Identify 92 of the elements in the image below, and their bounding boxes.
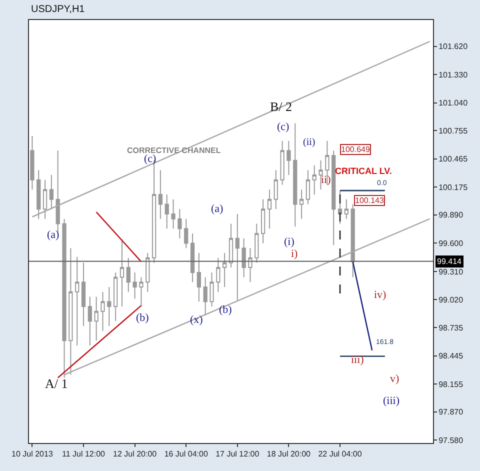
candlestick (248, 248, 252, 283)
candlestick (306, 170, 310, 205)
candlestick (332, 150, 336, 246)
y-tick-label: 98.155 (438, 380, 464, 389)
candlestick (228, 223, 234, 268)
candlestick (81, 262, 86, 327)
candlestick (126, 257, 130, 292)
candlestick (274, 170, 278, 210)
candlestick (114, 272, 118, 322)
candlestick (107, 286, 112, 327)
y-tick-label: 101.040 (438, 98, 468, 108)
candlestick (88, 296, 92, 346)
annotation: 100.649 (341, 145, 370, 154)
y-tick-label: 100.755 (438, 126, 468, 136)
annotation: (c) (277, 121, 290, 133)
y-tick-label: 101.620 (438, 42, 468, 52)
y-tick-label: 98.445 (438, 352, 464, 361)
candlestick (203, 276, 208, 316)
candlestick (222, 252, 227, 288)
candlestick (164, 194, 169, 230)
y-tick-label: 99.020 (438, 296, 464, 305)
annotation: (b) (219, 304, 232, 316)
candlestick (178, 208, 182, 239)
y-tick-label: 98.735 (438, 323, 464, 332)
candlestick (94, 296, 98, 342)
candlestick (350, 204, 355, 278)
candlestick (184, 218, 188, 249)
y-tick-label: 100.465 (438, 154, 468, 164)
candlestick (267, 189, 272, 230)
y-tick-label: 99.600 (438, 239, 464, 248)
candlestick (260, 198, 266, 244)
candlestick (146, 252, 150, 292)
candlestick (42, 179, 48, 220)
candlestick (49, 174, 54, 210)
y-tick-label: 99.310 (438, 267, 464, 276)
x-tick-label: 18 Jul 20:00 (266, 450, 312, 459)
chart-title: USDJPY,H1 (31, 4, 86, 15)
candlestick (344, 198, 348, 220)
y-tick-label: 100.175 (438, 182, 468, 192)
annotation: (ii) (303, 137, 316, 148)
candlestick (68, 248, 73, 376)
annotation: (c) (144, 153, 157, 165)
candlestick (158, 170, 163, 220)
ref-line-label: 99.414 (437, 257, 462, 266)
candlestick (196, 252, 202, 302)
candlestick (254, 223, 259, 264)
annotation: v) (390, 373, 400, 385)
annotation: (a) (211, 203, 224, 215)
x-tick-label: 16 Jul 04:00 (164, 450, 208, 459)
y-tick-label: 101.330 (438, 70, 468, 80)
candlestick (139, 276, 144, 308)
candlestick (210, 272, 214, 308)
x-tick-label: 11 Jul 12:00 (62, 450, 106, 459)
x-tick-label: 22 Jul 04:00 (318, 450, 362, 459)
annotation: (iii) (383, 395, 400, 407)
annotation: iv) (374, 289, 387, 301)
annotation: B/ 2 (270, 99, 292, 114)
candlestick (286, 140, 291, 176)
annotation: (x) (190, 314, 204, 326)
annotation: CRITICAL LV. (335, 166, 392, 176)
candlestick (293, 122, 298, 228)
candlestick (190, 232, 195, 283)
candlestick (216, 257, 220, 292)
x-tick-label: 17 Jul 12:00 (216, 450, 260, 459)
candlestick (280, 140, 284, 186)
candlestick (242, 238, 246, 278)
annotation: (i) (284, 236, 295, 248)
candlestick (299, 189, 304, 220)
candlestick (62, 218, 66, 378)
y-tick-label: 99.890 (438, 210, 464, 220)
x-tick-label: 12 Jul 20:00 (113, 450, 158, 459)
y-tick-label: 97.870 (438, 408, 464, 417)
annotation: 100.143 (355, 196, 384, 205)
candlestick (171, 198, 176, 230)
candlestick (100, 291, 105, 332)
annotation: CORRECTIVE CHANNEL (127, 146, 221, 155)
candlestick (36, 170, 41, 220)
candlestick (30, 135, 34, 190)
annotation: ii) (321, 174, 332, 186)
x-tick-label: 10 Jul 2013 (12, 450, 54, 459)
candlestick (312, 164, 316, 195)
annotation: i) (291, 248, 298, 260)
candlestick (120, 238, 124, 308)
annotation: iii) (351, 354, 364, 366)
candlestick (318, 160, 323, 190)
y-tick-label: 97.580 (438, 436, 464, 445)
candlestick (132, 272, 137, 300)
candlestick (235, 213, 240, 302)
annotation: A/ 1 (45, 376, 68, 391)
annotation: (b) (136, 312, 150, 324)
candlestick (75, 256, 80, 346)
annotation: (a) (47, 229, 60, 241)
